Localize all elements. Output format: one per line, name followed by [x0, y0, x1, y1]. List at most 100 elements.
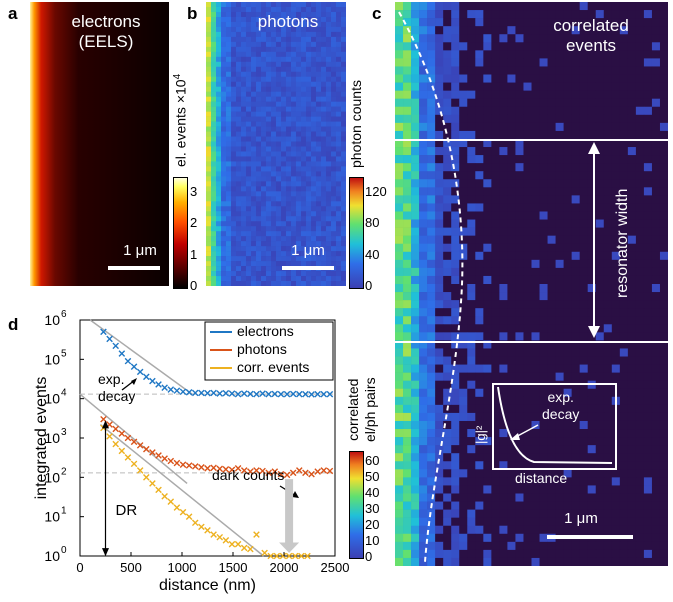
photon-pixel — [291, 116, 297, 122]
correlated-pixel — [555, 388, 564, 398]
correlated-pixel — [627, 485, 637, 494]
correlated-pixel — [603, 227, 613, 236]
photon-pixel — [251, 216, 257, 222]
photon-pixel — [256, 266, 262, 272]
correlated-pixel — [635, 259, 645, 269]
correlated-pixel — [475, 388, 484, 398]
correlated-pixel — [451, 275, 460, 285]
photon-pixel — [246, 36, 252, 43]
correlated-pixel — [483, 82, 492, 91]
correlated-pixel — [427, 243, 436, 253]
photon-pixel — [286, 271, 292, 277]
photon-pixel — [281, 96, 287, 102]
correlated-pixel — [635, 106, 645, 116]
photon-pixel — [271, 266, 277, 272]
photon-pixel — [336, 236, 342, 242]
photon-pixel — [286, 231, 292, 237]
photon-pixel — [336, 56, 342, 63]
correlated-pixel — [563, 275, 572, 285]
photon-pixel — [291, 131, 297, 137]
photon-pixel — [261, 241, 267, 247]
photon-pixel — [261, 11, 267, 18]
photon-pixel — [236, 276, 242, 282]
correlated-pixel — [411, 533, 420, 543]
correlated-pixel — [403, 259, 412, 269]
photon-pixel — [296, 176, 302, 182]
photon-pixel — [226, 271, 232, 277]
correlated-pixel — [595, 235, 605, 245]
photon-pixel — [281, 261, 287, 267]
correlated-pixel — [475, 445, 484, 454]
photon-pixel — [281, 76, 287, 83]
photon-pixel — [206, 41, 212, 48]
photon-pixel — [211, 156, 217, 162]
correlated-pixel — [523, 300, 532, 309]
correlated-pixel — [515, 219, 524, 228]
correlated-pixel — [523, 437, 532, 446]
photon-pixel — [321, 146, 327, 152]
correlated-pixel — [459, 332, 468, 341]
series-electrons — [100, 328, 334, 398]
photon-pixel — [266, 181, 272, 187]
correlated-pixel — [451, 251, 460, 261]
correlated-pixel — [619, 461, 629, 470]
eels-cbar-label: el. events ×104 — [172, 73, 189, 167]
correlated-pixel — [435, 445, 444, 454]
photon-pixel — [286, 281, 292, 286]
photon-pixel — [341, 116, 346, 122]
data-point — [283, 390, 291, 398]
correlated-pixel — [563, 58, 572, 67]
photon-pixel — [271, 141, 277, 147]
correlated-pixel — [403, 445, 412, 454]
photon-pixel — [316, 6, 322, 13]
correlated-pixel — [523, 533, 532, 543]
correlated-pixel — [579, 251, 589, 261]
correlated-pixel — [467, 493, 476, 502]
correlated-pixel — [555, 340, 564, 349]
photon-pixel — [236, 16, 242, 23]
data-point — [289, 469, 297, 477]
panel-label-c: c — [372, 4, 382, 23]
photon-pixel — [296, 96, 302, 102]
correlated-pixel — [627, 364, 637, 373]
photon-pixel — [266, 141, 272, 147]
data-point — [308, 470, 315, 478]
photon-pixel — [231, 106, 237, 112]
correlated-pixel — [467, 42, 476, 51]
correlated-pixel — [643, 541, 653, 551]
corr-cbar-tick-10: 10 — [365, 533, 380, 548]
photon-pixel — [311, 276, 317, 282]
photon-pixel — [306, 141, 312, 147]
correlated-pixel — [563, 404, 572, 414]
correlated-pixel — [587, 235, 597, 245]
correlated-pixel — [411, 82, 420, 91]
photon-pixel — [281, 181, 287, 187]
correlated-pixel — [411, 138, 420, 148]
photon-pixel — [211, 171, 217, 177]
data-point — [185, 513, 193, 520]
correlated-pixel — [411, 404, 420, 414]
correlated-pixel — [603, 243, 613, 253]
data-point — [253, 531, 260, 538]
correlated-pixel — [595, 340, 605, 349]
photon-pixel — [281, 241, 287, 247]
correlated-pixel — [403, 388, 412, 398]
photon-pixel — [241, 31, 247, 38]
photon-pixel — [341, 26, 346, 33]
correlated-pixel — [523, 259, 532, 269]
correlated-pixel — [539, 420, 548, 430]
correlated-pixel — [451, 332, 460, 341]
correlated-pixel — [395, 147, 404, 156]
correlated-pixel — [523, 340, 532, 349]
correlated-pixel — [531, 50, 540, 59]
photon-pixel — [256, 156, 262, 162]
photon-pixel — [291, 96, 297, 102]
correlated-pixel — [435, 203, 444, 212]
correlated-pixel — [659, 533, 668, 543]
photon-pixel — [281, 141, 287, 147]
photon-pixel — [251, 116, 257, 122]
correlated-pixel — [483, 453, 492, 462]
correlated-pixel — [435, 340, 444, 349]
photon-pixel — [336, 186, 342, 192]
photon-pixel — [221, 281, 227, 286]
